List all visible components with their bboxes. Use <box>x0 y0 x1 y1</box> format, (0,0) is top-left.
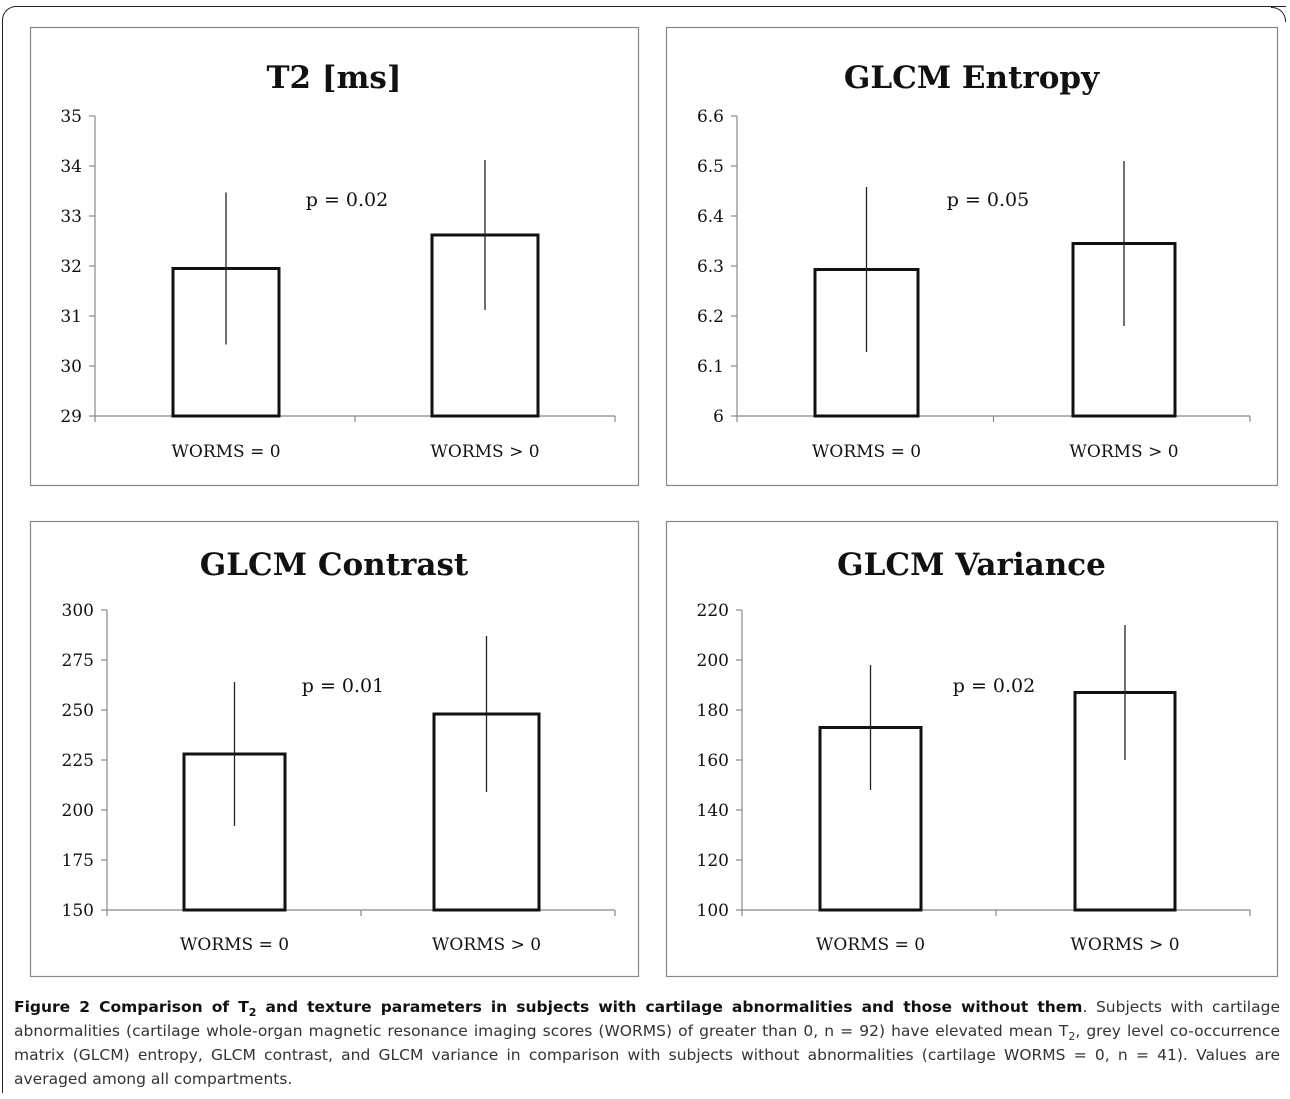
y-tick-label: 6.5 <box>697 157 724 177</box>
chart-panel-2: GLCM Entropy 6 6.1 6.2 6.3 6.4 6.5 6.6 WORMS = 0… <box>665 26 1279 487</box>
caption-label: Figure 2 Comparison of T2 and texture pa… <box>14 998 1083 1020</box>
panel-border <box>29 520 640 978</box>
category-label: WORMS = 0 <box>812 442 921 462</box>
chart-title: T2 [ms] <box>266 60 401 96</box>
bar-2 <box>430 233 540 418</box>
y-tick-label: 175 <box>62 851 94 871</box>
p-value-annotation: p = 0.01 <box>302 675 384 697</box>
y-tick-label: 6.6 <box>697 107 724 127</box>
y-tick-label: 180 <box>697 701 729 721</box>
figure-caption: Figure 2 Comparison of T2 and texture pa… <box>14 995 1280 1091</box>
p-value-annotation: p = 0.02 <box>306 189 388 211</box>
chart-panel-4: GLCM Variance 100 120 140 160 180 200 220 WORMS … <box>665 520 1279 978</box>
p-value-annotation: p = 0.05 <box>947 189 1029 211</box>
chart-panel-1: T2 [ms] 29 30 31 32 33 34 35 WORMS = 0 WORMS > 0 p… <box>29 26 640 487</box>
y-tick-label: 120 <box>697 851 729 871</box>
caption-label-rest: and texture parameters in subjects with … <box>256 998 1083 1016</box>
y-tick-label: 6.2 <box>697 307 724 327</box>
y-tick-label: 29 <box>60 407 82 427</box>
caption-text-2: , grey level co-occurrence matrix (GLCM)… <box>14 1022 1280 1088</box>
p-value-annotation: p = 0.02 <box>953 675 1035 697</box>
y-tick-label: 31 <box>60 307 82 327</box>
y-tick-label: 33 <box>60 207 82 227</box>
panel-border <box>665 520 1279 978</box>
y-tick-label: 300 <box>62 601 94 621</box>
y-tick-label: 220 <box>697 601 729 621</box>
y-tick-label: 6.3 <box>697 257 724 277</box>
y-tick-label: 250 <box>62 701 94 721</box>
y-tick-label: 225 <box>62 751 94 771</box>
y-tick-label: 140 <box>697 801 729 821</box>
y-tick-label: 160 <box>697 751 729 771</box>
y-tick-label: 200 <box>62 801 94 821</box>
y-tick-label: 6.4 <box>697 207 724 227</box>
panel-border <box>29 26 640 487</box>
category-label: WORMS = 0 <box>180 935 289 955</box>
category-label: WORMS > 0 <box>432 935 541 955</box>
caption-label-text: Figure 2 Comparison of T <box>14 998 249 1016</box>
figure-charts: T2 [ms] 29 30 31 32 33 34 35 WORMS = 0 WORMS > 0 p… <box>29 26 1279 978</box>
category-label: WORMS > 0 <box>1069 442 1178 462</box>
y-tick-label: 100 <box>697 901 729 921</box>
category-label: WORMS > 0 <box>1070 935 1179 955</box>
chart-title: GLCM Variance <box>837 547 1106 583</box>
chart-title: GLCM Entropy <box>844 60 1100 96</box>
caption-label-subscript: 2 <box>248 1006 257 1020</box>
y-tick-label: 30 <box>60 357 82 377</box>
y-tick-label: 150 <box>62 901 94 921</box>
y-tick-label: 34 <box>60 157 82 177</box>
chart-panel-3: GLCM Contrast 150 175 200 225 250 275 300 WORMS … <box>29 520 640 978</box>
y-tick-label: 6 <box>713 407 724 427</box>
figure-frame <box>2 6 1286 1093</box>
y-tick-label: 35 <box>60 107 82 127</box>
caption-text-1: . Subjects with cartilage abnormalities … <box>14 998 1280 1040</box>
category-label: WORMS = 0 <box>171 442 280 462</box>
y-tick-label: 275 <box>62 651 94 671</box>
caption-text-subscript: 2 <box>1068 1030 1076 1044</box>
chart-title: GLCM Contrast <box>200 547 469 583</box>
y-tick-label: 32 <box>60 257 82 277</box>
y-tick-label: 200 <box>697 651 729 671</box>
category-label: WORMS > 0 <box>430 442 539 462</box>
panel-border <box>665 26 1279 487</box>
category-label: WORMS = 0 <box>816 935 925 955</box>
y-tick-label: 6.1 <box>697 357 724 377</box>
